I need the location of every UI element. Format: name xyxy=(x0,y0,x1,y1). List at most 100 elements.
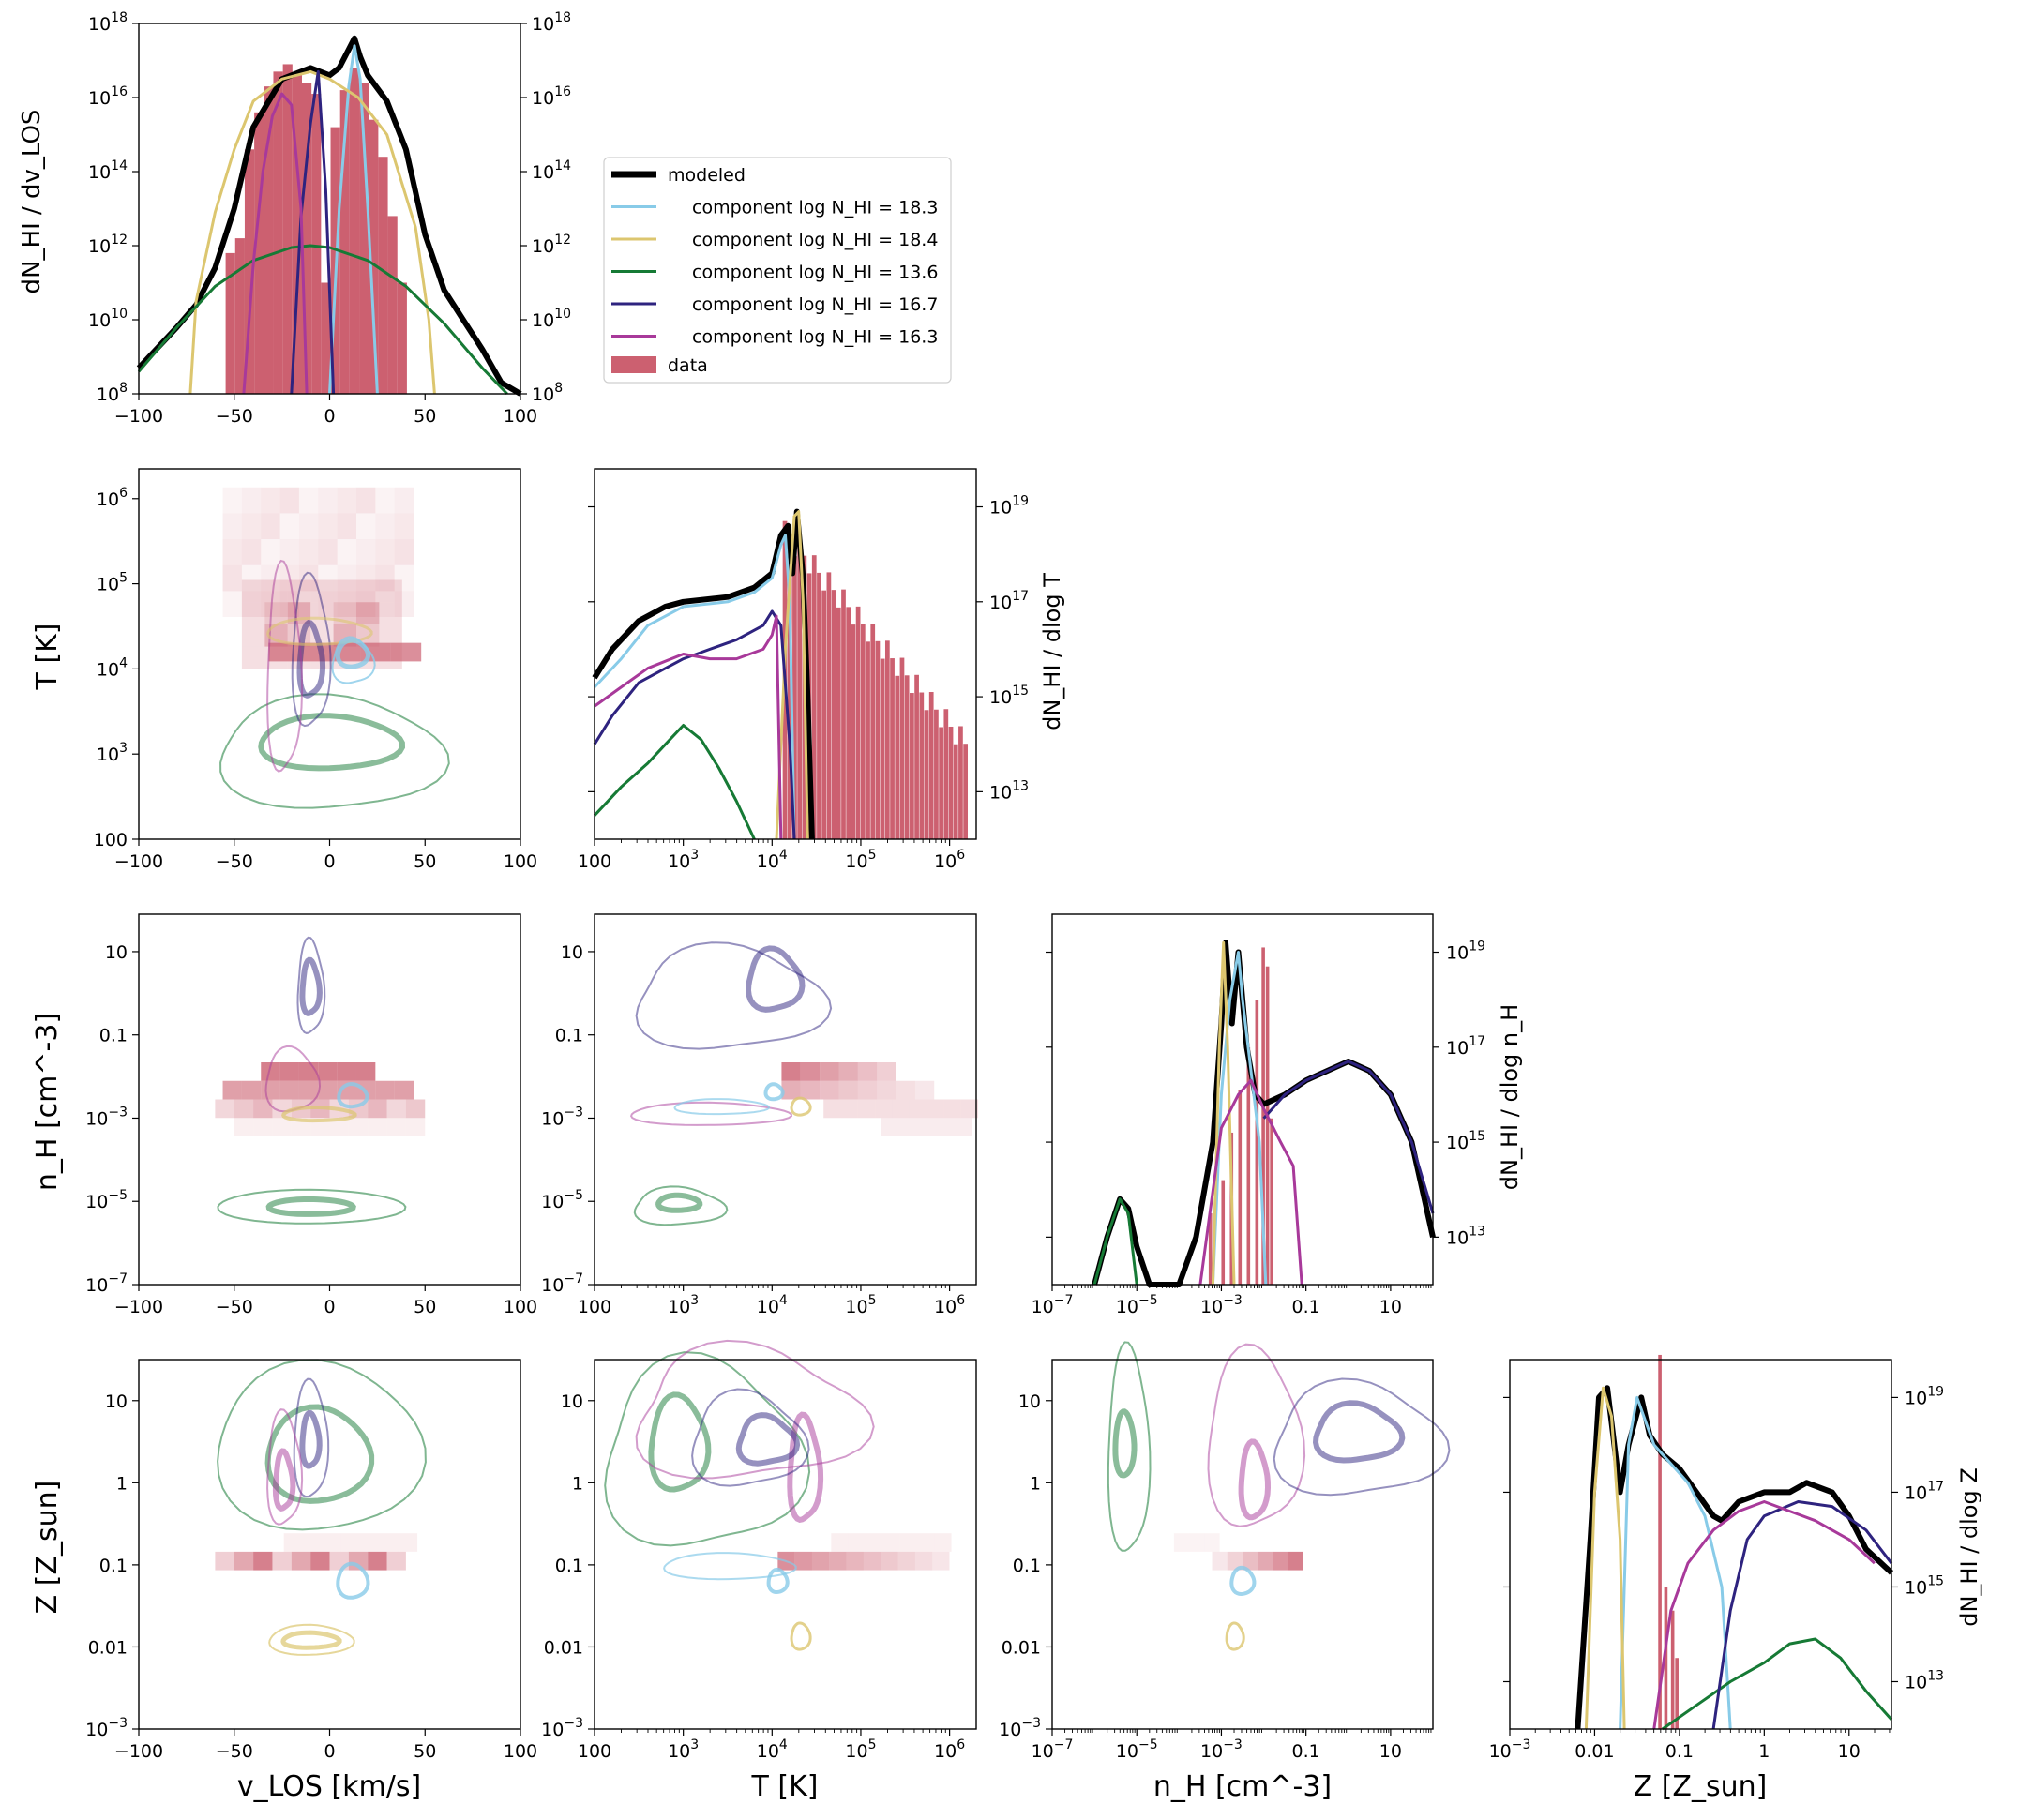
series-line-component-5 xyxy=(1198,1078,1303,1286)
heatmap-cell xyxy=(781,1062,801,1081)
heatmap-cell xyxy=(337,591,356,617)
heatmap-cell xyxy=(916,1533,935,1552)
heatmap-cell xyxy=(881,1551,898,1571)
T-nH-xtick-label: 100 xyxy=(578,1297,611,1317)
legend-box xyxy=(603,157,952,384)
heatmap-cell xyxy=(899,1533,917,1552)
Z-histogram-xtick-label: 0.1 xyxy=(1665,1741,1694,1762)
T-nH-panel xyxy=(629,941,979,1226)
heatmap-cell xyxy=(800,1062,821,1081)
data-bar xyxy=(1255,1000,1259,1285)
heatmap-cell xyxy=(960,1099,979,1119)
T-nH-xtick-label: 104 xyxy=(757,1293,788,1317)
T-histogram-xtick-label: 100 xyxy=(578,851,611,872)
contour-comp5-outer xyxy=(266,559,304,773)
vlos-hist-xtick-label: 100 xyxy=(504,406,537,427)
vlos-nH-ytick-label: 10−3 xyxy=(85,1105,128,1129)
heatmap-cell xyxy=(881,1118,896,1136)
contour-comp5-outer xyxy=(266,1408,304,1526)
heatmap-cell xyxy=(318,564,338,592)
heatmap-cell xyxy=(253,1099,273,1119)
heatmap-cell xyxy=(291,1551,311,1571)
heatmap-cell xyxy=(261,539,280,565)
data-bar xyxy=(369,119,379,394)
heatmap-cell xyxy=(253,1551,273,1571)
vlos-T-xtick-label: 0 xyxy=(324,851,335,872)
legend-label-comp2: component log N_HI = 18.4 xyxy=(692,230,938,250)
T-nH-ytick-label: 10−7 xyxy=(541,1271,583,1296)
data-bar xyxy=(339,90,350,394)
data-bar xyxy=(943,709,949,839)
vlos-Z-xtick-label: 50 xyxy=(414,1741,436,1762)
heatmap-cell xyxy=(811,1551,830,1571)
T-histogram-frame xyxy=(594,468,977,840)
vlos-Z-ytick-label: 1 xyxy=(116,1473,128,1494)
contour-comp3-outer xyxy=(1107,1341,1152,1552)
T-histogram-xtick-label: 105 xyxy=(845,848,876,872)
T-nH-xtick-label: 105 xyxy=(845,1293,876,1317)
series-line-component-3 xyxy=(137,244,508,396)
heatmap-cell xyxy=(348,1118,369,1136)
heatmap-cell xyxy=(215,1099,234,1119)
data-bar xyxy=(282,64,293,394)
contour-comp4-outer xyxy=(296,936,326,1034)
heatmap-cell xyxy=(914,1080,935,1100)
data-bar xyxy=(895,675,900,839)
series-line-component-4 xyxy=(1711,1500,1893,1730)
vlos-Z-xtick-label: 0 xyxy=(324,1741,335,1762)
vlos-nH-ytick-label: 10−5 xyxy=(85,1188,128,1212)
nH-histogram-ytick-label: 1013 xyxy=(1446,1224,1485,1248)
heatmap-cell xyxy=(957,1118,972,1136)
T-histogram-panel xyxy=(592,508,969,840)
data-bar xyxy=(292,75,302,395)
data-bar xyxy=(359,83,369,394)
heatmap-cell xyxy=(829,1551,847,1571)
data-bar xyxy=(884,640,890,839)
heatmap-cell xyxy=(781,1080,801,1100)
heatmap-cell xyxy=(261,1062,280,1081)
contour-comp4-outer xyxy=(291,571,332,728)
data-bar xyxy=(924,710,929,839)
heatmap-cell xyxy=(840,1099,858,1119)
T-nH-frame xyxy=(594,913,977,1286)
heatmap-cell xyxy=(823,1099,841,1119)
vlos-Z-ytick-label: 10 xyxy=(105,1391,128,1412)
heatmap-cell xyxy=(405,1099,426,1119)
heatmap-cell xyxy=(318,487,338,514)
heatmap-cell xyxy=(261,487,280,514)
T-histogram-ytick-label: 1015 xyxy=(989,684,1029,708)
data-bar xyxy=(821,590,827,839)
contour-comp4-inner xyxy=(745,945,806,1013)
heatmap-cell xyxy=(261,591,280,617)
vlos-hist-ytick-label: 1010 xyxy=(88,307,128,331)
data-bar xyxy=(811,555,817,839)
contour-comp4-inner xyxy=(299,1409,323,1469)
data-bar xyxy=(1664,1587,1668,1729)
T-Z-ytick-label: 0.01 xyxy=(544,1637,583,1658)
heatmap-cell xyxy=(909,1099,927,1119)
data-bar xyxy=(875,640,881,839)
heatmap-cell xyxy=(261,1080,280,1100)
data-bar xyxy=(1670,1610,1675,1729)
heatmap-cell xyxy=(241,539,262,565)
Z-histogram-xtick-label: 10 xyxy=(1838,1741,1861,1762)
data-bar xyxy=(1270,1118,1273,1285)
data-bar xyxy=(1658,1354,1662,1729)
vlos-T-xtick-label: −100 xyxy=(114,851,163,872)
heatmap-cell xyxy=(892,1099,910,1119)
contour-comp4-outer xyxy=(635,941,833,1050)
data-bar xyxy=(890,658,895,839)
xlabel-vlos: v_LOS [km/s] xyxy=(237,1770,421,1803)
contour-comp1 xyxy=(336,1561,370,1600)
data-bar xyxy=(919,692,925,839)
heatmap-cell xyxy=(911,1118,927,1136)
heatmap-cell xyxy=(877,1062,896,1081)
contour-comp3-outer xyxy=(217,1188,407,1225)
heatmap-cell xyxy=(268,642,299,662)
heatmap-cell xyxy=(386,1099,406,1119)
contour-comp4-inner xyxy=(1312,1400,1406,1464)
data-bar xyxy=(934,709,939,839)
legend-label-comp5: component log N_HI = 16.3 xyxy=(692,327,938,348)
vlos-nH-xtick-label: −100 xyxy=(114,1297,163,1317)
